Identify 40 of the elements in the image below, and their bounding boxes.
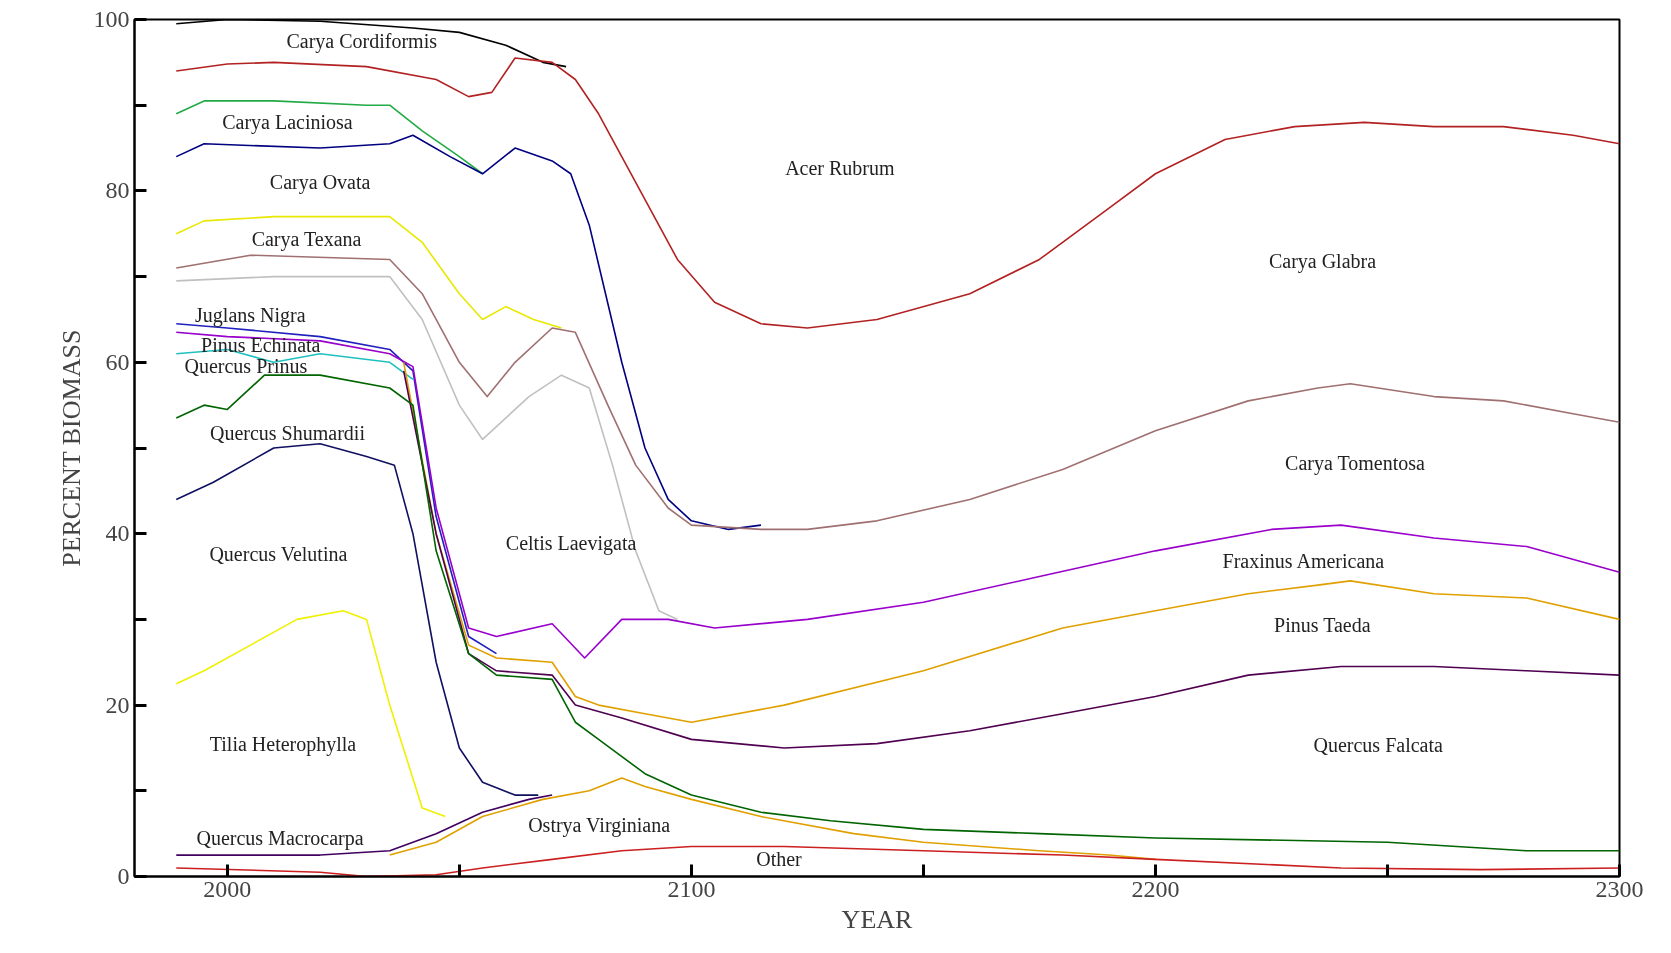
- line-series: [175, 610, 447, 818]
- line-series: [175, 57, 1620, 329]
- line-series: [175, 331, 1620, 659]
- y-axis-title: PERCENT BIOMASS: [56, 329, 86, 567]
- y-tick-label: 80: [105, 177, 130, 204]
- line-series: [175, 374, 1620, 852]
- annotation: Quercus Macrocarpa: [196, 826, 364, 850]
- annotation: Quercus Prinus: [184, 354, 308, 377]
- annotation: Carya Tomentosa: [1285, 451, 1426, 475]
- y-tick-label: 40: [105, 520, 130, 547]
- x-tick-label: 2200: [1131, 875, 1180, 902]
- annotation: Quercus Velutina: [209, 543, 348, 566]
- line-series: [175, 275, 679, 621]
- annotation: Quercus Falcata: [1313, 733, 1443, 756]
- line-series: [175, 215, 563, 329]
- annotation: Fraxinus Americana: [1222, 550, 1385, 573]
- annotation: Carya Glabra: [1268, 250, 1377, 274]
- annotation: Juglans Nigra: [195, 304, 306, 328]
- annotation: Carya Ovata: [269, 171, 371, 195]
- x-tick-label: 2000: [203, 875, 252, 902]
- line-series: [175, 254, 1620, 531]
- annotation: Celtis Laevigata: [505, 532, 637, 556]
- annotation: Carya Texana: [251, 227, 362, 251]
- y-tick-label: 60: [105, 348, 130, 375]
- line-series: [175, 134, 762, 531]
- annotation: Quercus Shumardii: [209, 422, 366, 445]
- x-axis-title: YEAR: [841, 904, 914, 934]
- annotation: Pinus Taeda: [1274, 613, 1371, 636]
- x-tick-label: 2300: [1595, 875, 1644, 902]
- annotation: Ostrya Virginiana: [528, 814, 671, 838]
- annotation: Tilia Heterophylla: [209, 732, 357, 756]
- annotation: Carya Cordiformis: [286, 29, 438, 53]
- annotation: Carya Laciniosa: [222, 111, 353, 135]
- y-tick-label: 100: [93, 6, 130, 32]
- annotation: Acer Rubrum: [785, 156, 896, 179]
- y-tick-label: 20: [105, 691, 130, 718]
- annotation: Other: [756, 847, 803, 870]
- y-tick-label: 0: [117, 863, 130, 889]
- line-series: [175, 100, 484, 175]
- x-tick-label: 2100: [667, 875, 716, 902]
